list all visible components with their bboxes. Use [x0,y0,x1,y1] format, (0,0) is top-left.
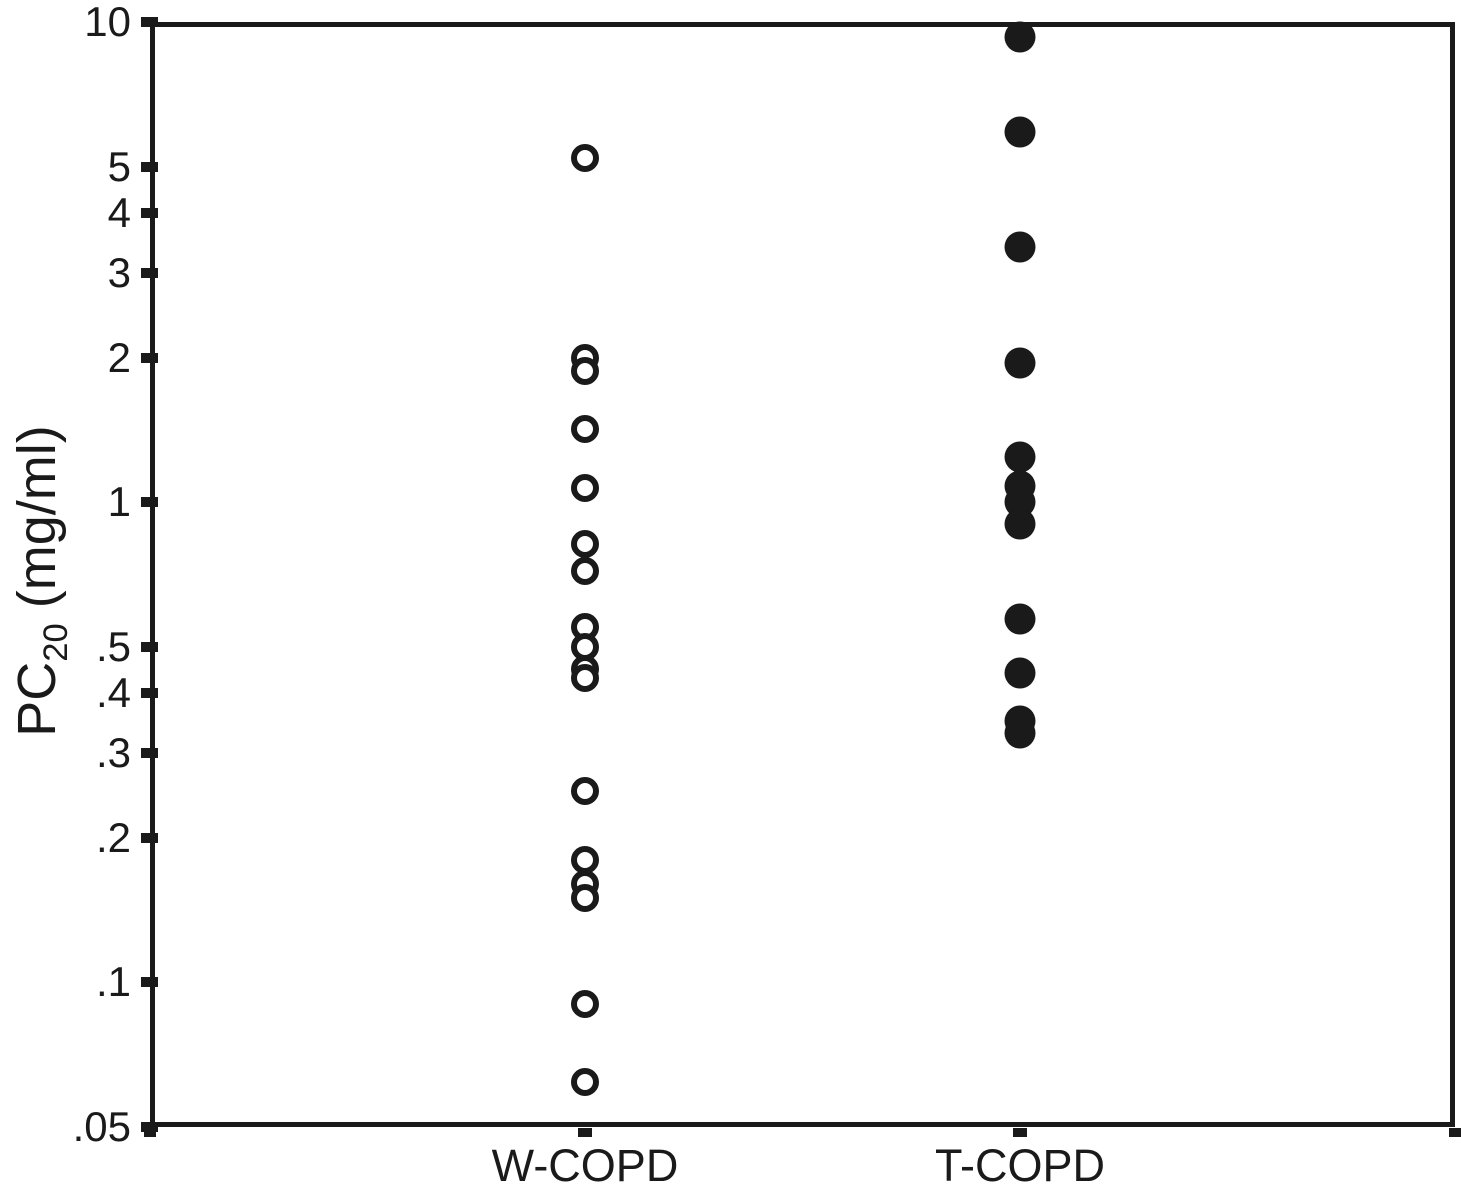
x-axis-tick [1013,1128,1027,1137]
y-axis-tick-label: 5 [107,142,131,190]
data-point-t-copd [1004,657,1036,689]
y-axis-tick [141,17,158,27]
y-axis-tick [141,688,158,699]
data-point-w-copd [571,664,599,693]
data-point-t-copd [1004,441,1036,473]
data-point-t-copd [1004,603,1036,635]
y-axis-tick [141,497,158,508]
data-point-w-copd [571,990,599,1019]
data-point-w-copd [571,1068,599,1097]
y-axis-tick [141,977,158,988]
data-point-w-copd [571,356,599,385]
data-point-t-copd [1004,508,1036,540]
y-axis-tick-label: 4 [107,189,131,237]
y-axis-tick [141,161,158,172]
data-point-w-copd [571,415,599,444]
y-axis-tick [141,1122,158,1132]
data-point-t-copd [1004,717,1036,749]
x-axis-end-tick [1449,1128,1461,1137]
data-point-t-copd [1004,116,1036,148]
y-axis-tick [141,352,158,363]
data-point-w-copd [571,556,599,585]
y-axis-tick-label: 3 [107,249,131,297]
data-point-w-copd [571,529,599,558]
y-axis-tick-label: 10 [84,0,131,45]
y-axis-tick-label: .2 [95,813,131,861]
data-point-w-copd [571,474,599,503]
x-axis-category-label: W-COPD [491,1140,679,1191]
y-axis-tick-label: 2 [107,333,131,381]
plot-area [150,22,1455,1127]
y-axis-tick-label: .1 [95,958,131,1006]
y-axis-tick-label: .05 [72,1103,131,1150]
x-axis-tick [578,1128,592,1137]
data-point-w-copd [571,144,599,173]
y-axis-title-post: (mg/ml) [7,425,67,624]
data-point-t-copd [1004,231,1036,263]
data-point-w-copd [571,777,599,806]
y-axis-tick-label: 1 [107,478,131,526]
y-axis-tick [141,208,158,219]
y-axis-tick-label: .3 [95,729,131,777]
y-axis-tick-label: .5 [95,622,131,670]
y-axis-tick [141,641,158,652]
data-point-t-copd [1004,347,1036,379]
y-axis-tick [141,832,158,843]
y-axis-tick [141,748,158,759]
y-axis-tick-label: .4 [95,669,131,717]
y-axis-tick [141,268,158,279]
data-point-w-copd [571,883,599,912]
data-point-t-copd [1004,21,1036,53]
x-axis-category-label: T-COPD [934,1140,1105,1191]
x-axis-end-tick [144,1128,156,1137]
data-point-w-copd [571,845,599,874]
